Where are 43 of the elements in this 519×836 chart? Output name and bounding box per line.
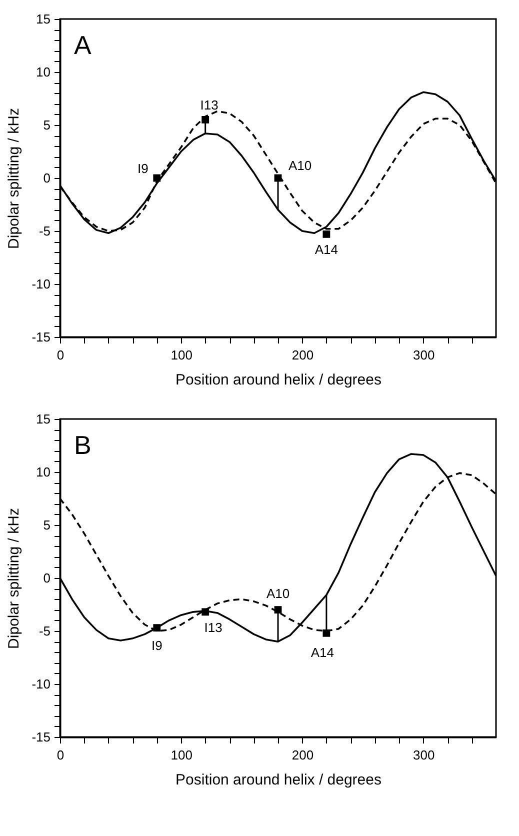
chart-title: A bbox=[74, 30, 92, 60]
chart-title: B bbox=[74, 430, 92, 460]
annotation: A14 bbox=[310, 645, 334, 660]
y-tick-label: -5 bbox=[38, 624, 50, 638]
y-tick-label: 10 bbox=[36, 64, 50, 80]
y-tick-label: 5 bbox=[43, 118, 50, 132]
x-tick-label: 200 bbox=[292, 748, 314, 762]
x-tick-label: 200 bbox=[292, 348, 314, 362]
y-tick-label: 5 bbox=[43, 518, 50, 532]
y-tick-label: 0 bbox=[43, 570, 50, 586]
x-tick-label: 0 bbox=[56, 748, 64, 762]
x-tick-label: 300 bbox=[412, 348, 435, 362]
point bbox=[202, 608, 210, 616]
y-tick-label: -5 bbox=[38, 224, 50, 238]
annotation: I9 bbox=[137, 161, 148, 176]
point bbox=[274, 606, 282, 614]
y-tick-label: -15 bbox=[32, 330, 50, 344]
y-tick-label: 15 bbox=[36, 12, 50, 26]
annotation: I13 bbox=[204, 620, 222, 635]
point bbox=[202, 116, 210, 124]
annotation: A10 bbox=[288, 158, 312, 173]
x-tick-label: 300 bbox=[412, 748, 435, 762]
y-tick-label: -10 bbox=[32, 276, 50, 292]
x-axis-title: Position around helix / degrees bbox=[176, 372, 382, 388]
x-tick-label: 0 bbox=[56, 348, 64, 362]
y-tick-label: 0 bbox=[43, 170, 50, 186]
x-tick-label: 100 bbox=[170, 748, 192, 762]
y-tick-label: 10 bbox=[36, 464, 50, 480]
y-axis-title: Dipolar splitting / kHz bbox=[6, 108, 23, 249]
annotation: A14 bbox=[314, 242, 338, 258]
y-tick-label: -10 bbox=[32, 676, 50, 692]
annotation: I9 bbox=[151, 638, 162, 653]
point bbox=[322, 629, 330, 637]
y-tick-label: 15 bbox=[36, 412, 50, 426]
point bbox=[322, 230, 330, 238]
annotation: A10 bbox=[266, 586, 290, 601]
point bbox=[153, 624, 161, 632]
y-axis-title: Dipolar splitting / kHz bbox=[6, 508, 23, 649]
annotation: I13 bbox=[200, 98, 218, 113]
y-tick-label: -15 bbox=[32, 730, 50, 744]
point bbox=[153, 174, 161, 182]
x-tick-label: 100 bbox=[170, 348, 192, 362]
x-axis-title: Position around helix / degrees bbox=[176, 772, 382, 788]
